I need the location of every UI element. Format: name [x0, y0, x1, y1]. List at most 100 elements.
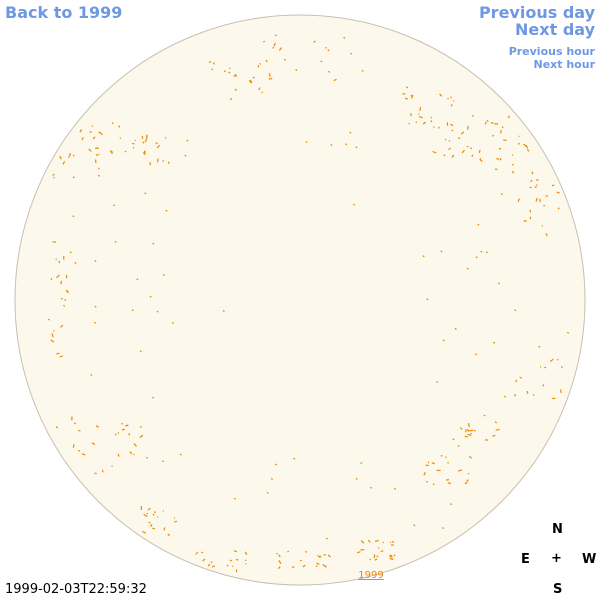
contour-mark: [466, 267, 469, 270]
contour-mark: [471, 154, 474, 157]
contour-mark: [136, 278, 139, 281]
contour-mark: [422, 255, 425, 258]
contour-mark: [545, 194, 549, 198]
contour-mark: [430, 120, 433, 123]
contour-mark: [149, 295, 152, 298]
contour-mark: [149, 523, 153, 527]
contour-mark: [171, 322, 175, 324]
contour-mark: [184, 154, 187, 157]
contour-mark: [139, 426, 143, 428]
contour-mark: [249, 79, 253, 83]
contour-mark: [304, 550, 308, 553]
contour-mark: [90, 374, 93, 377]
contour-mark: [560, 366, 563, 369]
observation-timestamp: 1999-02-03T22:59:32: [5, 582, 147, 597]
contour-mark: [559, 389, 562, 394]
contour-mark: [142, 530, 146, 534]
contour-mark: [426, 298, 429, 301]
contour-mark: [494, 421, 498, 424]
contour-mark: [228, 71, 231, 74]
contour-mark: [483, 414, 486, 417]
back-to-year-link[interactable]: Back to 1999: [5, 3, 123, 22]
contour-mark: [457, 137, 461, 140]
contour-mark: [58, 260, 61, 264]
contour-mark: [146, 456, 149, 459]
contour-mark: [202, 558, 206, 562]
contour-mark: [142, 141, 145, 144]
contour-mark: [278, 560, 282, 564]
contour-mark: [278, 554, 281, 558]
contour-mark: [449, 503, 453, 506]
contour-mark: [55, 425, 59, 429]
contour-mark: [117, 453, 120, 457]
contour-mark: [328, 70, 331, 73]
contour-mark: [316, 562, 320, 565]
contour-mark: [526, 149, 530, 152]
contour-mark: [369, 486, 373, 489]
contour-mark: [514, 309, 517, 312]
contour-mark: [545, 233, 548, 237]
contour-mark: [391, 540, 395, 544]
contour-mark: [499, 157, 502, 161]
contour-mark: [52, 173, 55, 177]
next-hour-link[interactable]: Next hour: [533, 58, 596, 71]
contour-mark: [460, 131, 465, 135]
contour-mark: [179, 453, 182, 456]
contour-mark: [144, 514, 148, 517]
contour-mark: [210, 561, 213, 564]
contour-mark: [129, 451, 133, 455]
contour-mark: [523, 143, 527, 147]
contour-mark: [535, 197, 538, 202]
contour-mark: [440, 454, 443, 457]
contour-mark: [322, 563, 326, 567]
contour-mark: [233, 550, 238, 553]
contour-mark: [56, 352, 60, 355]
contour-mark: [452, 100, 455, 102]
contour-mark: [389, 557, 394, 561]
contour-mark: [535, 184, 538, 187]
previous-day-link[interactable]: Previous day: [478, 3, 595, 22]
contour-mark: [457, 469, 463, 472]
contour-mark: [551, 184, 555, 187]
next-day-link[interactable]: Next day: [515, 20, 595, 39]
contour-mark: [467, 423, 470, 428]
contour-mark: [113, 204, 116, 207]
contour-mark: [244, 551, 248, 556]
contour-mark: [538, 345, 541, 348]
contour-mark: [325, 46, 328, 49]
contour-mark: [419, 107, 422, 111]
contour-mark: [111, 465, 113, 467]
compass-east: E: [521, 552, 530, 567]
contour-mark: [349, 131, 352, 134]
contour-mark: [511, 154, 514, 156]
contour-mark: [404, 97, 409, 100]
contour-mark: [223, 70, 226, 72]
contour-mark: [186, 139, 189, 142]
contour-mark: [380, 550, 384, 553]
contour-mark: [542, 384, 545, 387]
contour-mark: [431, 462, 436, 465]
contour-mark: [499, 130, 502, 134]
year-link[interactable]: 1999: [358, 570, 383, 581]
contour-mark: [418, 116, 423, 119]
contour-mark: [320, 555, 322, 557]
contour-mark: [91, 442, 96, 446]
contour-mark: [480, 250, 483, 253]
contour-mark: [333, 78, 337, 81]
contour-mark: [410, 94, 413, 97]
contour-mark: [436, 380, 439, 383]
previous-hour-link[interactable]: Previous hour: [508, 45, 595, 58]
contour-mark: [156, 144, 161, 149]
contour-mark: [320, 60, 323, 63]
contour-mark: [141, 135, 144, 139]
contour-mark: [313, 40, 316, 43]
contour-mark: [557, 207, 560, 210]
contour-mark: [439, 93, 443, 97]
contour-mark: [265, 59, 268, 63]
contour-mark: [98, 131, 102, 134]
contour-mark: [410, 113, 412, 117]
contour-mark: [382, 541, 385, 544]
contour-mark: [229, 559, 233, 562]
contour-mark: [519, 376, 522, 379]
